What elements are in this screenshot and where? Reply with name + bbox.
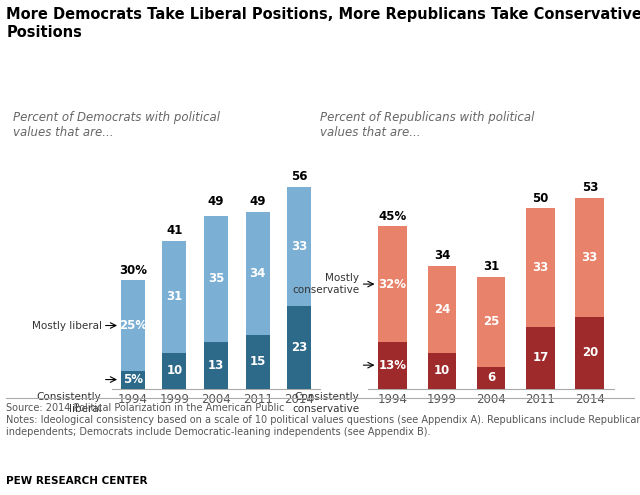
Bar (121, 371, 145, 389)
Text: Consistently
liberal: Consistently liberal (37, 392, 102, 414)
Bar (287, 306, 311, 389)
Text: 13%: 13% (379, 359, 406, 372)
Text: 23: 23 (291, 341, 307, 353)
Text: 13: 13 (208, 359, 224, 372)
Text: Mostly
conservative: Mostly conservative (292, 273, 359, 295)
Text: 25%: 25% (119, 319, 147, 332)
Bar (428, 266, 456, 352)
Bar (526, 327, 555, 389)
Bar (477, 367, 506, 389)
Text: 49: 49 (250, 196, 266, 208)
Text: 32%: 32% (379, 278, 406, 291)
Text: 41: 41 (166, 224, 182, 237)
Text: 34: 34 (250, 267, 266, 280)
Text: 10: 10 (166, 364, 182, 377)
Text: Percent of Republicans with political
values that are...: Percent of Republicans with political va… (320, 111, 534, 140)
Text: Consistently
conservative: Consistently conservative (292, 392, 359, 414)
Bar (428, 352, 456, 389)
Bar (163, 352, 186, 389)
Bar (575, 316, 604, 389)
Text: 10: 10 (434, 364, 450, 377)
Text: 50: 50 (532, 192, 548, 205)
Text: 17: 17 (532, 351, 548, 364)
Text: 33: 33 (582, 250, 598, 263)
Text: Source: 2014 Political Polarization in the American Public
Notes: Ideological co: Source: 2014 Political Polarization in t… (6, 403, 640, 437)
Text: 5%: 5% (123, 373, 143, 386)
Bar (163, 241, 186, 352)
Text: 53: 53 (582, 181, 598, 194)
Text: 25: 25 (483, 315, 499, 328)
Text: Percent of Democrats with political
values that are...: Percent of Democrats with political valu… (13, 111, 220, 140)
Bar (378, 342, 407, 389)
Bar (575, 198, 604, 316)
Bar (204, 342, 228, 389)
Text: 30%: 30% (119, 264, 147, 277)
Text: 15: 15 (250, 355, 266, 368)
Text: 33: 33 (532, 261, 548, 274)
Bar (121, 281, 145, 371)
Text: 45%: 45% (378, 210, 407, 223)
Text: PEW RESEARCH CENTER: PEW RESEARCH CENTER (6, 476, 148, 486)
Text: 49: 49 (208, 196, 224, 208)
Text: 35: 35 (208, 272, 224, 285)
Text: More Democrats Take Liberal Positions, More Republicans Take Conservative
Positi: More Democrats Take Liberal Positions, M… (6, 7, 640, 40)
Bar (378, 226, 407, 342)
Text: Mostly liberal: Mostly liberal (31, 321, 102, 331)
Bar (287, 187, 311, 306)
Bar (204, 216, 228, 342)
Text: 20: 20 (582, 346, 598, 359)
Text: 31: 31 (483, 260, 499, 273)
Text: 33: 33 (291, 240, 307, 253)
Bar (246, 212, 269, 335)
Bar (526, 208, 555, 327)
Text: 56: 56 (291, 170, 307, 183)
Text: 31: 31 (166, 290, 182, 303)
Bar (246, 335, 269, 389)
Text: 34: 34 (434, 249, 450, 262)
Bar (477, 277, 506, 367)
Text: 24: 24 (434, 303, 450, 316)
Text: 6: 6 (487, 371, 495, 384)
